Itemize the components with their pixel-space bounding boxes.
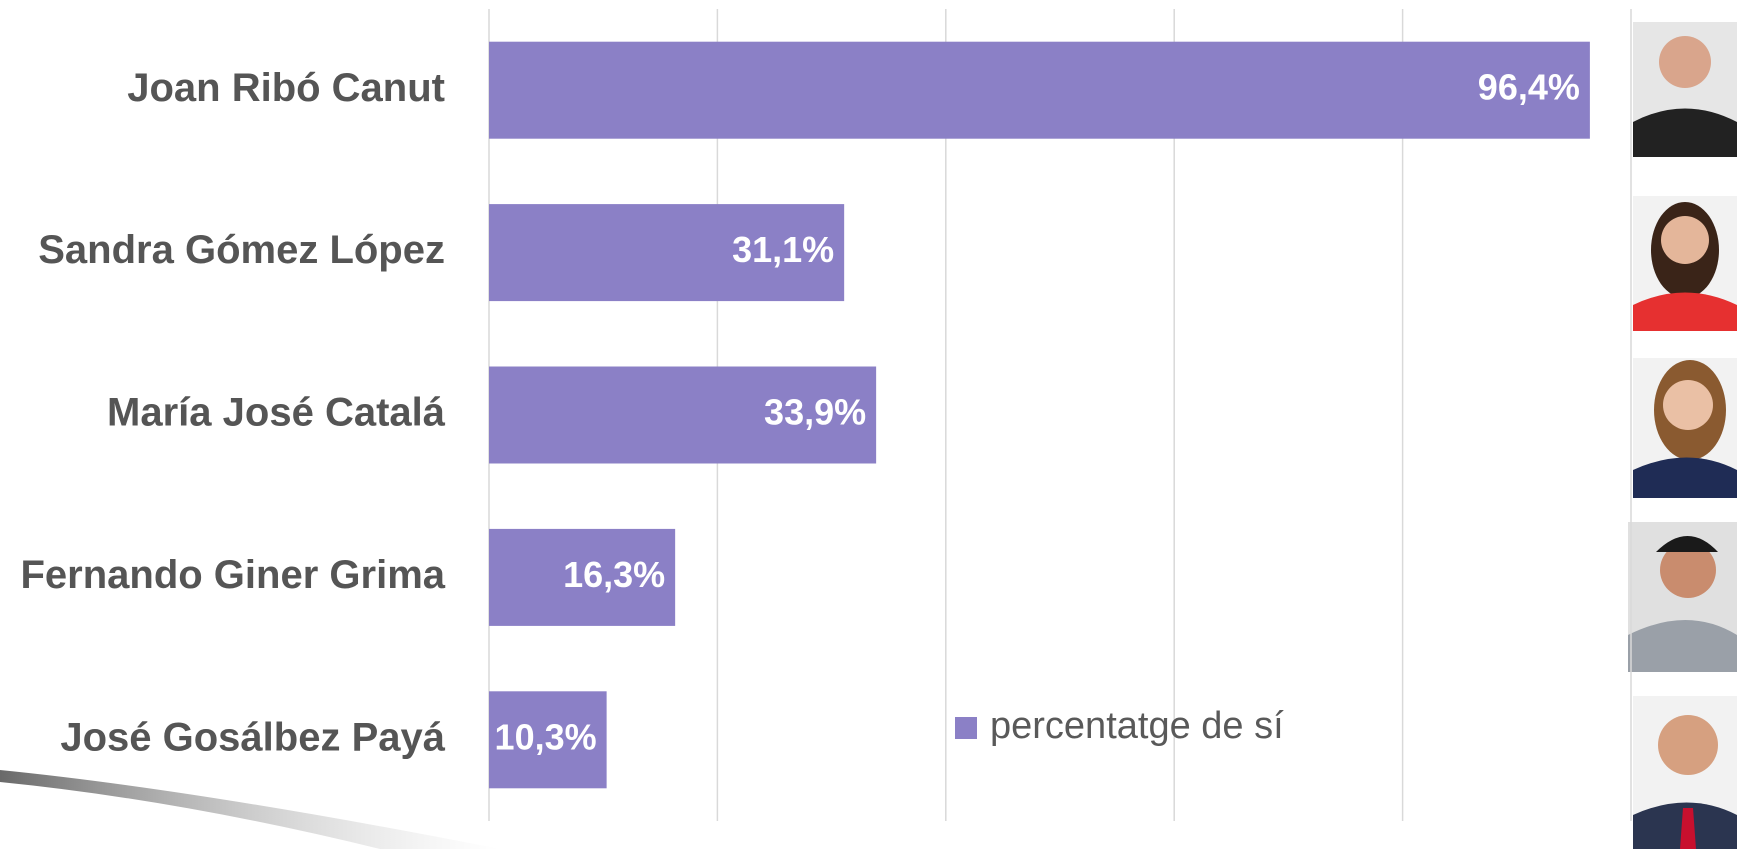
category-label: Fernando Giner Grima [20, 553, 445, 597]
value-label: 33,9% [764, 392, 866, 433]
photo [1633, 196, 1737, 331]
bar [489, 42, 1590, 139]
category-label: Sandra Gómez López [38, 228, 445, 272]
decoration [0, 770, 500, 849]
legend-label: percentatge de sí [990, 705, 1284, 747]
legend-swatch [955, 717, 977, 739]
category-label: José Gosálbez Payá [60, 715, 445, 759]
photo [1633, 22, 1737, 157]
category-label: Joan Ribó Canut [127, 66, 445, 110]
photo [1628, 522, 1737, 672]
chart: Joan Ribó Canut Sandra Gómez López María J… [0, 0, 1747, 849]
photo [1633, 358, 1737, 498]
value-label: 96,4% [1478, 67, 1580, 108]
photos [1628, 22, 1737, 849]
plot-area: Joan Ribó Canut Sandra Gómez López María J… [20, 9, 1631, 821]
value-label: 31,1% [732, 229, 834, 270]
photo [1633, 696, 1737, 849]
value-label: 16,3% [563, 554, 665, 595]
page: {"chart_data": {"type": "bar", "orientat… [0, 0, 1747, 849]
category-label: María José Catalá [107, 391, 446, 435]
value-label: 10,3% [495, 716, 597, 757]
